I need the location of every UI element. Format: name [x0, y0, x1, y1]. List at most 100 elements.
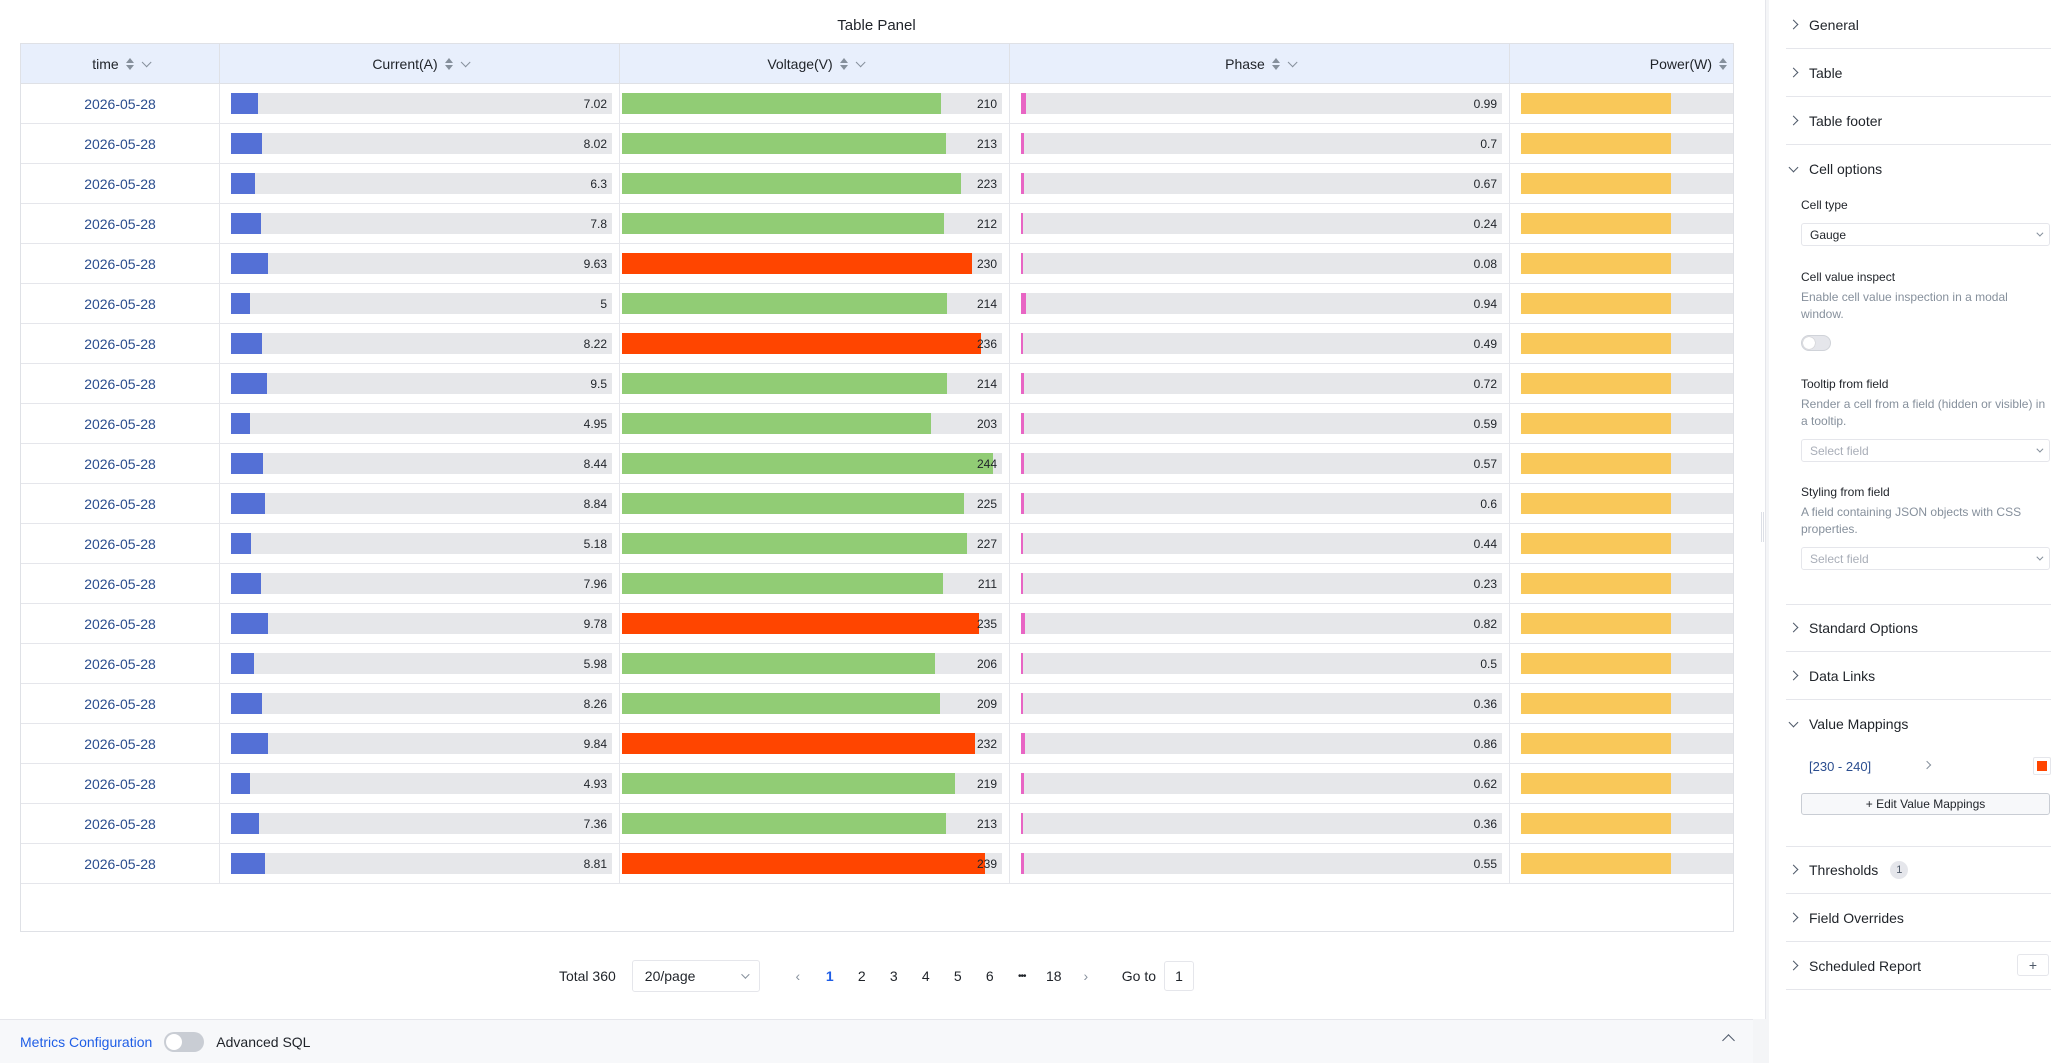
next-page-icon[interactable]: › [1083, 968, 1089, 984]
voltage-gauge-cell[interactable]: 213 [620, 804, 1010, 844]
time-cell[interactable]: 2026-05-28 [21, 124, 220, 164]
section-general[interactable]: General [1786, 1, 2051, 49]
phase-gauge-cell[interactable]: 0.36 [1010, 804, 1510, 844]
phase-gauge-cell[interactable]: 0.24 [1010, 204, 1510, 244]
time-cell[interactable]: 2026-05-28 [21, 724, 220, 764]
time-cell[interactable]: 2026-05-28 [21, 484, 220, 524]
page-number[interactable]: 6 [985, 968, 994, 984]
power-gauge-cell[interactable] [1510, 484, 1733, 524]
power-gauge-cell[interactable] [1510, 244, 1733, 284]
section-cell-options[interactable]: Cell options [1786, 145, 2051, 193]
current-gauge-cell[interactable]: 6.3 [220, 164, 620, 204]
column-header-voltage[interactable]: Voltage(V) [620, 44, 1010, 84]
current-gauge-cell[interactable]: 8.26 [220, 684, 620, 724]
power-gauge-cell[interactable] [1510, 204, 1733, 244]
current-gauge-cell[interactable]: 7.96 [220, 564, 620, 604]
current-gauge-cell[interactable]: 5 [220, 284, 620, 324]
voltage-gauge-cell[interactable]: 203 [620, 404, 1010, 444]
power-gauge-cell[interactable] [1510, 724, 1733, 764]
power-gauge-cell[interactable] [1510, 284, 1733, 324]
current-gauge-cell[interactable]: 7.8 [220, 204, 620, 244]
power-gauge-cell[interactable] [1510, 124, 1733, 164]
voltage-gauge-cell[interactable]: 210 [620, 84, 1010, 124]
voltage-gauge-cell[interactable]: 230 [620, 244, 1010, 284]
value-mapping-item[interactable]: [230 - 240] [1809, 755, 2051, 777]
column-header-time[interactable]: time [21, 44, 220, 84]
current-gauge-cell[interactable]: 9.78 [220, 604, 620, 644]
time-cell[interactable]: 2026-05-28 [21, 524, 220, 564]
sort-icon[interactable] [444, 58, 453, 70]
voltage-gauge-cell[interactable]: 214 [620, 284, 1010, 324]
phase-gauge-cell[interactable]: 0.72 [1010, 364, 1510, 404]
column-header-phase[interactable]: Phase [1010, 44, 1510, 84]
time-cell[interactable]: 2026-05-28 [21, 244, 220, 284]
power-gauge-cell[interactable] [1510, 764, 1733, 804]
sort-icon[interactable] [1271, 58, 1280, 70]
current-gauge-cell[interactable]: 4.93 [220, 764, 620, 804]
page-number[interactable]: 1 [825, 968, 834, 984]
voltage-gauge-cell[interactable]: 212 [620, 204, 1010, 244]
collapse-chevron-up-icon[interactable] [1722, 1034, 1735, 1047]
power-gauge-cell[interactable] [1510, 524, 1733, 564]
current-gauge-cell[interactable]: 5.98 [220, 644, 620, 684]
phase-gauge-cell[interactable]: 0.36 [1010, 684, 1510, 724]
filter-chevron-icon[interactable] [141, 56, 152, 67]
section-thresholds[interactable]: Thresholds 1 [1786, 846, 2051, 894]
current-gauge-cell[interactable]: 8.44 [220, 444, 620, 484]
current-gauge-cell[interactable]: 8.84 [220, 484, 620, 524]
section-field-overrides[interactable]: Field Overrides [1786, 894, 2051, 942]
page-size-select[interactable]: 20/page [631, 960, 760, 992]
power-gauge-cell[interactable] [1510, 324, 1733, 364]
power-gauge-cell[interactable] [1510, 644, 1733, 684]
tooltip-field-select[interactable]: Select field [1801, 439, 2050, 462]
advanced-sql-toggle[interactable] [164, 1031, 205, 1052]
time-cell[interactable]: 2026-05-28 [21, 604, 220, 644]
time-cell[interactable]: 2026-05-28 [21, 844, 220, 884]
current-gauge-cell[interactable]: 8.22 [220, 324, 620, 364]
more-pages-icon[interactable]: ••• [1018, 970, 1027, 982]
power-gauge-cell[interactable] [1510, 84, 1733, 124]
phase-gauge-cell[interactable]: 0.5 [1010, 644, 1510, 684]
cell-inspect-toggle[interactable] [1801, 335, 1831, 351]
voltage-gauge-cell[interactable]: 206 [620, 644, 1010, 684]
current-gauge-cell[interactable]: 9.84 [220, 724, 620, 764]
time-cell[interactable]: 2026-05-28 [21, 284, 220, 324]
current-gauge-cell[interactable]: 9.5 [220, 364, 620, 404]
power-gauge-cell[interactable] [1510, 684, 1733, 724]
time-cell[interactable]: 2026-05-28 [21, 164, 220, 204]
voltage-gauge-cell[interactable]: 235 [620, 604, 1010, 644]
phase-gauge-cell[interactable]: 0.7 [1010, 124, 1510, 164]
time-cell[interactable]: 2026-05-28 [21, 764, 220, 804]
section-scheduled-report[interactable]: Scheduled Report + [1786, 942, 2051, 990]
add-report-button[interactable]: + [2017, 954, 2049, 976]
power-gauge-cell[interactable] [1510, 564, 1733, 604]
phase-gauge-cell[interactable]: 0.82 [1010, 604, 1510, 644]
current-gauge-cell[interactable]: 7.02 [220, 84, 620, 124]
power-gauge-cell[interactable] [1510, 804, 1733, 844]
mapping-color-swatch[interactable] [2033, 757, 2051, 775]
phase-gauge-cell[interactable]: 0.67 [1010, 164, 1510, 204]
time-cell[interactable]: 2026-05-28 [21, 564, 220, 604]
phase-gauge-cell[interactable]: 0.99 [1010, 84, 1510, 124]
section-standard-options[interactable]: Standard Options [1786, 604, 2051, 652]
phase-gauge-cell[interactable]: 0.23 [1010, 564, 1510, 604]
time-cell[interactable]: 2026-05-28 [21, 364, 220, 404]
column-header-power[interactable]: Power(W) [1510, 44, 1733, 84]
current-gauge-cell[interactable]: 4.95 [220, 404, 620, 444]
section-value-mappings[interactable]: Value Mappings [1786, 700, 2051, 748]
time-cell[interactable]: 2026-05-28 [21, 444, 220, 484]
filter-chevron-icon[interactable] [855, 56, 866, 67]
voltage-gauge-cell[interactable]: 219 [620, 764, 1010, 804]
column-header-current[interactable]: Current(A) [220, 44, 620, 84]
voltage-gauge-cell[interactable]: 214 [620, 364, 1010, 404]
page-number[interactable]: 5 [953, 968, 962, 984]
voltage-gauge-cell[interactable]: 244 [620, 444, 1010, 484]
time-cell[interactable]: 2026-05-28 [21, 404, 220, 444]
section-table-footer[interactable]: Table footer [1786, 97, 2051, 145]
time-cell[interactable]: 2026-05-28 [21, 684, 220, 724]
sort-icon[interactable] [125, 58, 134, 70]
current-gauge-cell[interactable]: 5.18 [220, 524, 620, 564]
sort-icon[interactable] [839, 58, 848, 70]
time-cell[interactable]: 2026-05-28 [21, 644, 220, 684]
page-number[interactable]: 4 [921, 968, 930, 984]
